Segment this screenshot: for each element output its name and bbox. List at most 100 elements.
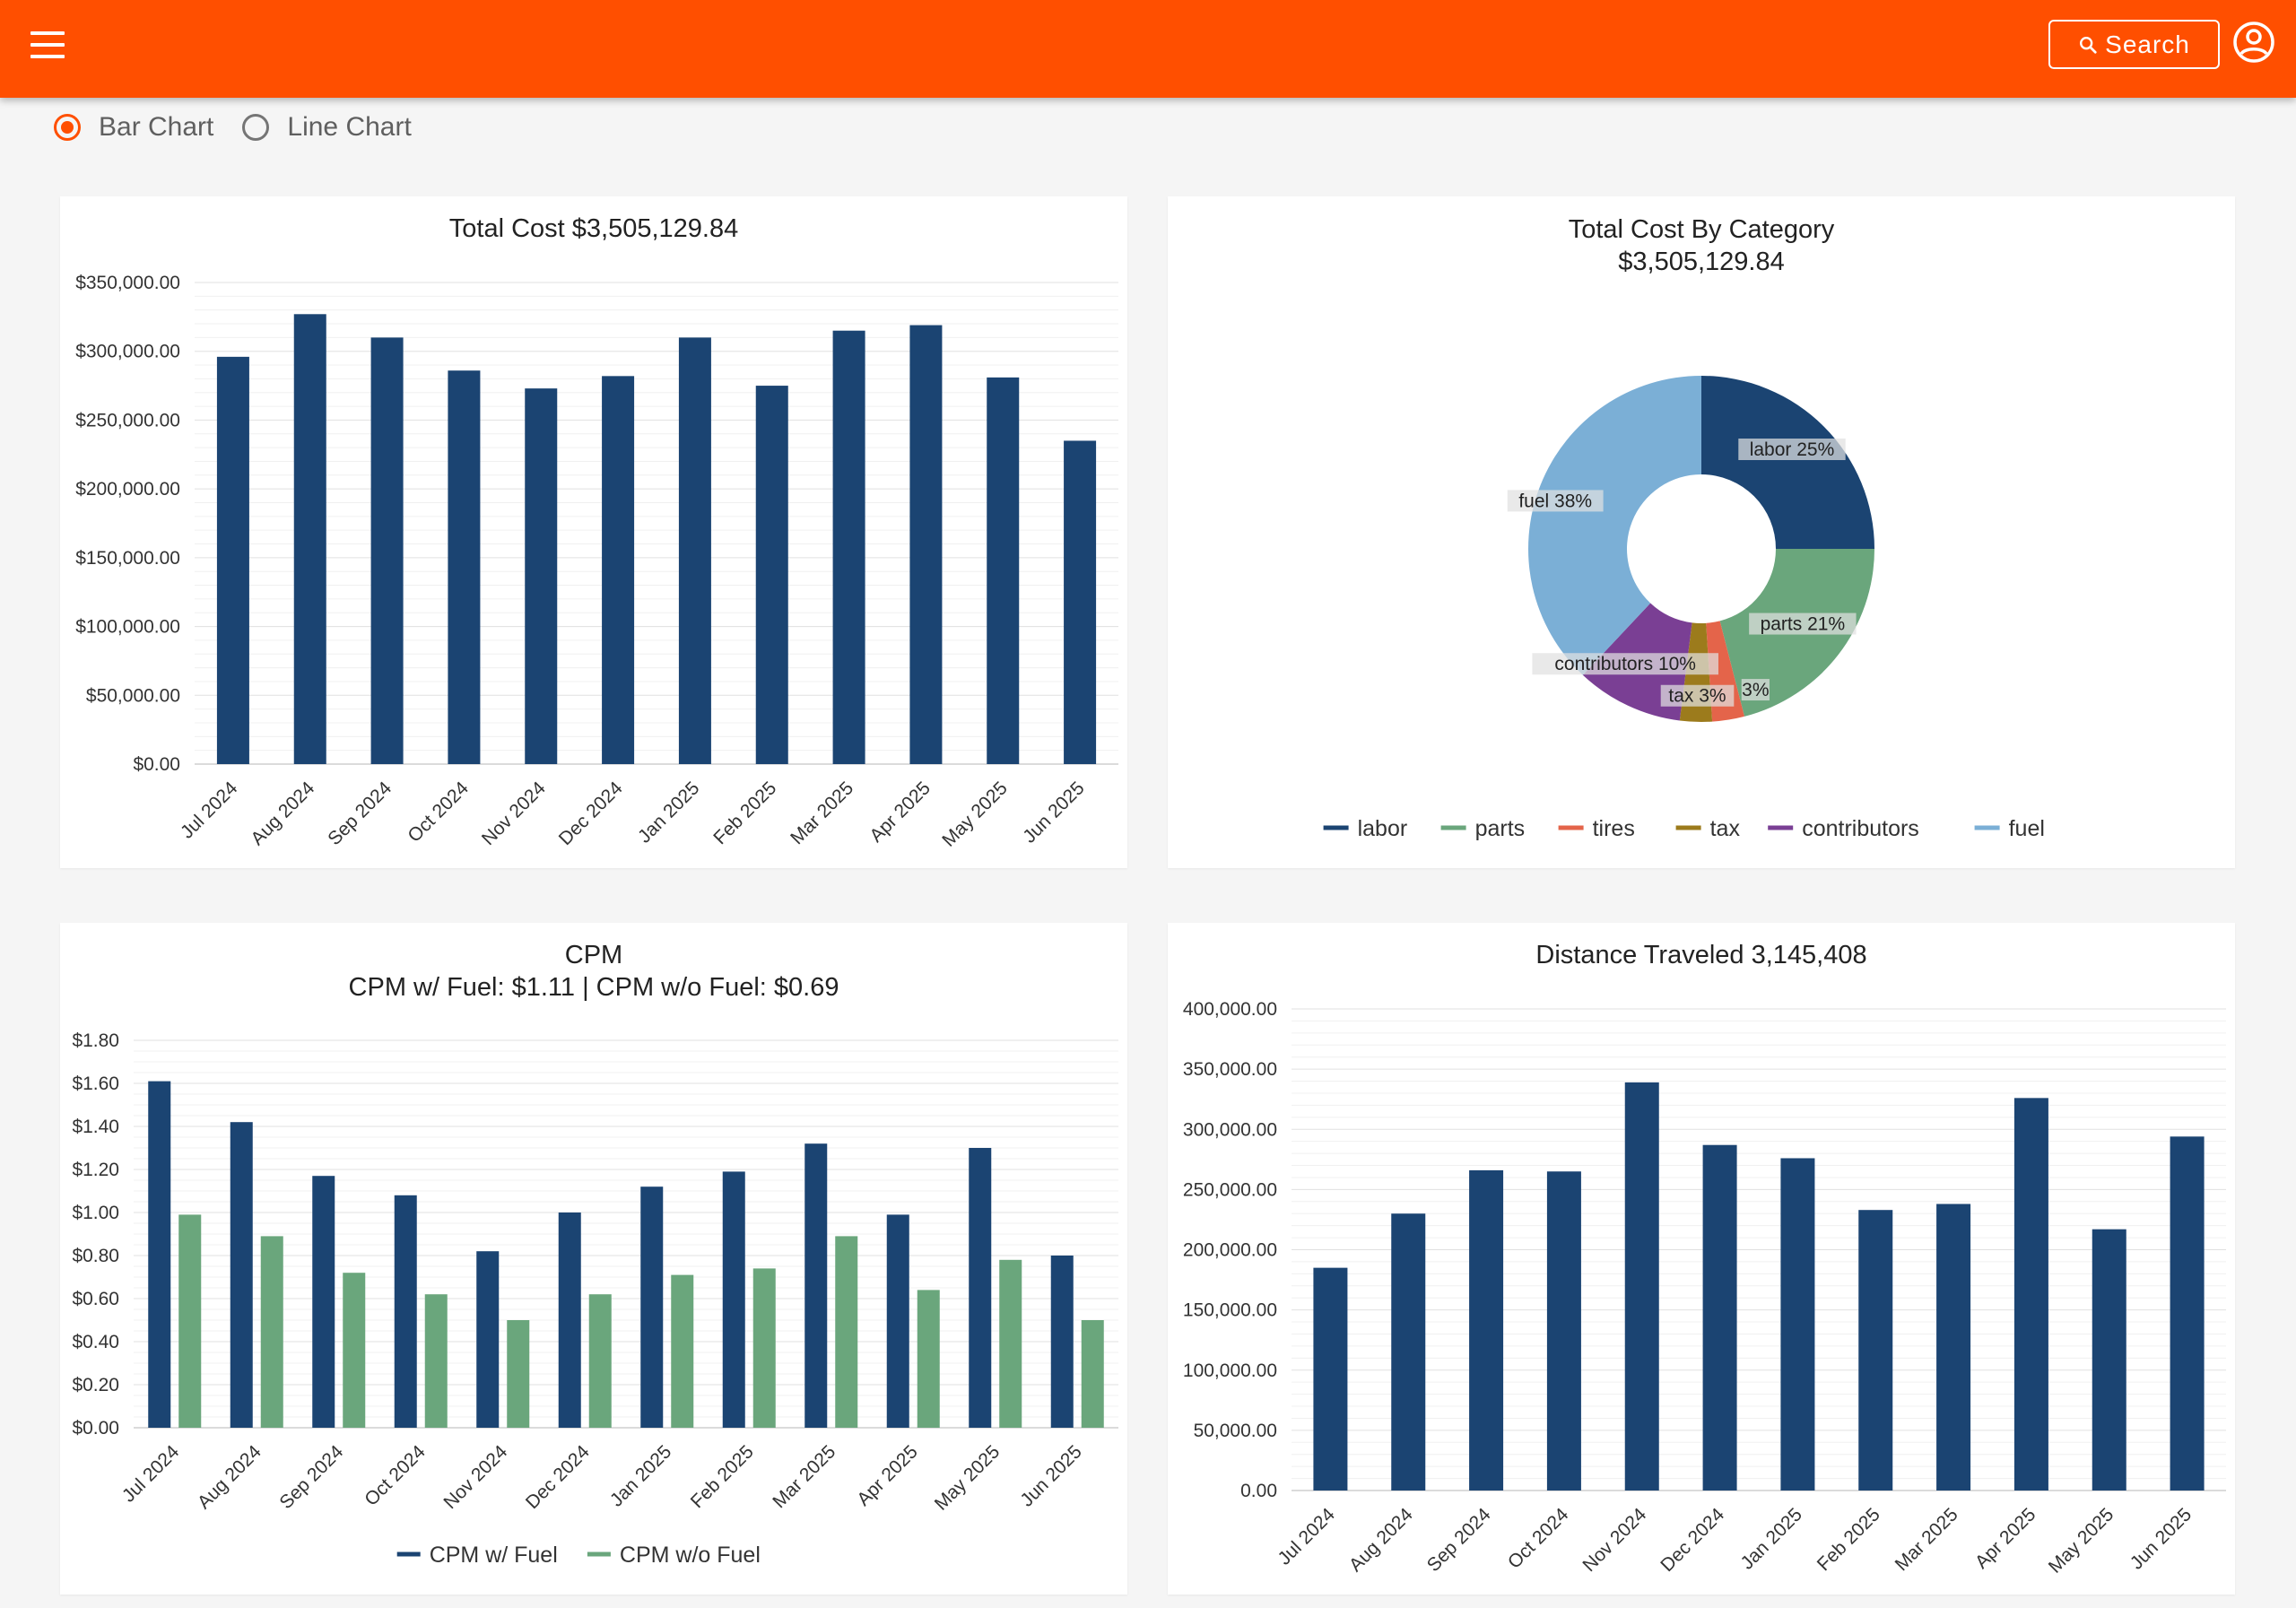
y-tick-label: 350,000.00 [1183,1059,1277,1080]
y-tick-label: 250,000.00 [1183,1179,1277,1200]
x-tick-label: May 2025 [931,1441,1004,1514]
bar-cpm-w-fuel-jan-2025[interactable] [640,1186,664,1428]
legend-label-labor[interactable]: labor [1358,816,1408,841]
y-tick-label: $350,000.00 [75,273,180,293]
slice-labor[interactable] [1701,376,1874,549]
bar-total-cost-mar-2025[interactable] [832,330,865,764]
search-button-label: Search [2105,30,2190,58]
bar-cpm-w-o-fuel-oct-2024[interactable] [424,1294,448,1428]
bar-cpm-w-o-fuel-aug-2024[interactable] [260,1236,283,1428]
bar-cpm-w-fuel-sep-2024[interactable] [312,1176,335,1428]
bar-distance-traveled-nov-2024[interactable] [1624,1082,1659,1491]
bar-cpm-w-fuel-jun-2025[interactable] [1050,1256,1074,1428]
x-tick-label: May 2025 [2045,1504,2118,1577]
bar-cpm-w-fuel-dec-2024[interactable] [558,1213,581,1428]
legend-label-tires[interactable]: tires [1593,816,1635,841]
x-tick-label: Jul 2024 [1274,1504,1340,1569]
bar-total-cost-sep-2024[interactable] [370,337,404,764]
distance-traveled-chart: Distance Traveled 3,145,408 0.00 50,000.00… [1183,941,2226,1578]
legend-label-fuel[interactable]: fuel [2009,816,2045,841]
bar-distance-traveled-apr-2025[interactable] [2013,1098,2048,1491]
cpm-chart: CPM CPM w/ Fuel: $1.11 | CPM w/o Fuel: $0… [72,941,1118,1568]
chart-title: Total Cost By Category [1569,215,1835,244]
bar-distance-traveled-dec-2024[interactable] [1702,1144,1737,1491]
menu-icon[interactable] [30,31,65,58]
bar-distance-traveled-sep-2024[interactable] [1469,1169,1504,1491]
slice-label-bg [1741,679,1770,701]
legend-label-cpm-w-fuel[interactable]: CPM w/ Fuel [430,1543,558,1568]
y-tick-label: $1.00 [72,1203,119,1223]
slice-fuel[interactable] [1528,376,1701,675]
x-tick-label: Nov 2024 [439,1441,511,1513]
bar-total-cost-jun-2025[interactable] [1064,440,1097,764]
bar-cpm-w-o-fuel-may-2025[interactable] [999,1259,1022,1428]
bar-cpm-w-o-fuel-sep-2024[interactable] [343,1273,366,1428]
bar-chart-option[interactable]: Bar Chart [54,112,213,143]
bar-cpm-w-o-fuel-nov-2024[interactable] [507,1320,530,1428]
y-tick-label: $0.40 [72,1332,119,1352]
bar-cpm-w-fuel-mar-2025[interactable] [804,1143,828,1428]
bar-chart-radio[interactable] [54,114,81,141]
slice-label-bg [1738,439,1846,461]
bar-cpm-w-o-fuel-jun-2025[interactable] [1081,1320,1104,1428]
legend-label-contributors[interactable]: contributors [1802,816,1919,841]
y-tick-label: $0.80 [72,1246,119,1266]
bar-distance-traveled-jun-2025[interactable] [2170,1136,2205,1491]
x-tick-label: Aug 2024 [1345,1504,1417,1576]
bar-distance-traveled-aug-2024[interactable] [1391,1213,1426,1491]
bar-cpm-w-o-fuel-jul-2024[interactable] [178,1214,202,1428]
x-tick-label: Mar 2025 [1892,1504,1962,1575]
bar-total-cost-dec-2024[interactable] [602,376,635,764]
legend-label-cpm-w-o-fuel[interactable]: CPM w/o Fuel [620,1543,761,1568]
bar-total-cost-nov-2024[interactable] [525,388,558,764]
bar-distance-traveled-feb-2025[interactable] [1858,1210,1893,1491]
bar-distance-traveled-jul-2024[interactable] [1313,1267,1348,1491]
bar-total-cost-oct-2024[interactable] [448,370,481,764]
y-tick-label: $0.00 [133,754,180,775]
bar-total-cost-aug-2024[interactable] [293,314,326,764]
bar-cpm-w-o-fuel-mar-2025[interactable] [835,1236,858,1428]
bar-cpm-w-fuel-apr-2025[interactable] [886,1214,909,1428]
x-tick-label: Sep 2024 [1423,1504,1495,1576]
y-tick-label: $1.80 [72,1030,119,1051]
y-tick-label: $150,000.00 [75,548,180,569]
bar-total-cost-jul-2024[interactable] [216,356,249,764]
bar-cpm-w-o-fuel-feb-2025[interactable] [752,1268,776,1428]
line-chart-option[interactable]: Line Chart [242,112,412,143]
bar-total-cost-apr-2025[interactable] [909,325,943,764]
account-circle-icon[interactable] [2231,20,2276,65]
bar-cpm-w-fuel-feb-2025[interactable] [722,1171,745,1428]
bar-total-cost-jan-2025[interactable] [678,337,711,764]
slice-label-fuel: fuel 38% [1518,491,1592,511]
y-tick-label: 300,000.00 [1183,1119,1277,1140]
slice-label-bg [1507,490,1604,512]
bar-cpm-w-fuel-oct-2024[interactable] [394,1195,417,1428]
x-tick-label: Nov 2024 [1578,1504,1650,1576]
bar-cpm-w-o-fuel-dec-2024[interactable] [588,1294,612,1428]
bar-distance-traveled-mar-2025[interactable] [1936,1204,1971,1491]
x-tick-label: Jan 2025 [606,1441,675,1510]
line-chart-radio[interactable] [242,114,270,141]
search-button[interactable]: Search [2048,20,2220,69]
bar-total-cost-may-2025[interactable] [987,377,1020,764]
y-tick-label: $1.20 [72,1160,119,1180]
x-tick-label: Dec 2024 [1657,1504,1728,1576]
legend-label-tax[interactable]: tax [1710,816,1741,841]
bar-distance-traveled-oct-2024[interactable] [1546,1171,1581,1491]
y-tick-label: $50,000.00 [86,685,180,706]
y-tick-label: $0.60 [72,1289,119,1309]
bar-cpm-w-fuel-may-2025[interactable] [969,1148,992,1428]
bar-cpm-w-fuel-aug-2024[interactable] [230,1122,253,1428]
bar-cpm-w-fuel-nov-2024[interactable] [476,1251,500,1428]
x-tick-label: Oct 2024 [361,1441,430,1510]
x-tick-label: Jul 2024 [177,778,242,843]
bar-total-cost-feb-2025[interactable] [755,386,788,764]
bar-cpm-w-o-fuel-jan-2025[interactable] [671,1274,694,1428]
bar-cpm-w-o-fuel-apr-2025[interactable] [917,1290,940,1428]
bar-cpm-w-fuel-jul-2024[interactable] [148,1081,171,1428]
bar-distance-traveled-jan-2025[interactable] [1780,1158,1815,1491]
y-tick-label: $250,000.00 [75,410,180,430]
legend-label-parts[interactable]: parts [1475,816,1526,841]
slice-label-contributors: contributors 10% [1554,654,1696,674]
bar-distance-traveled-may-2025[interactable] [2092,1229,2126,1491]
